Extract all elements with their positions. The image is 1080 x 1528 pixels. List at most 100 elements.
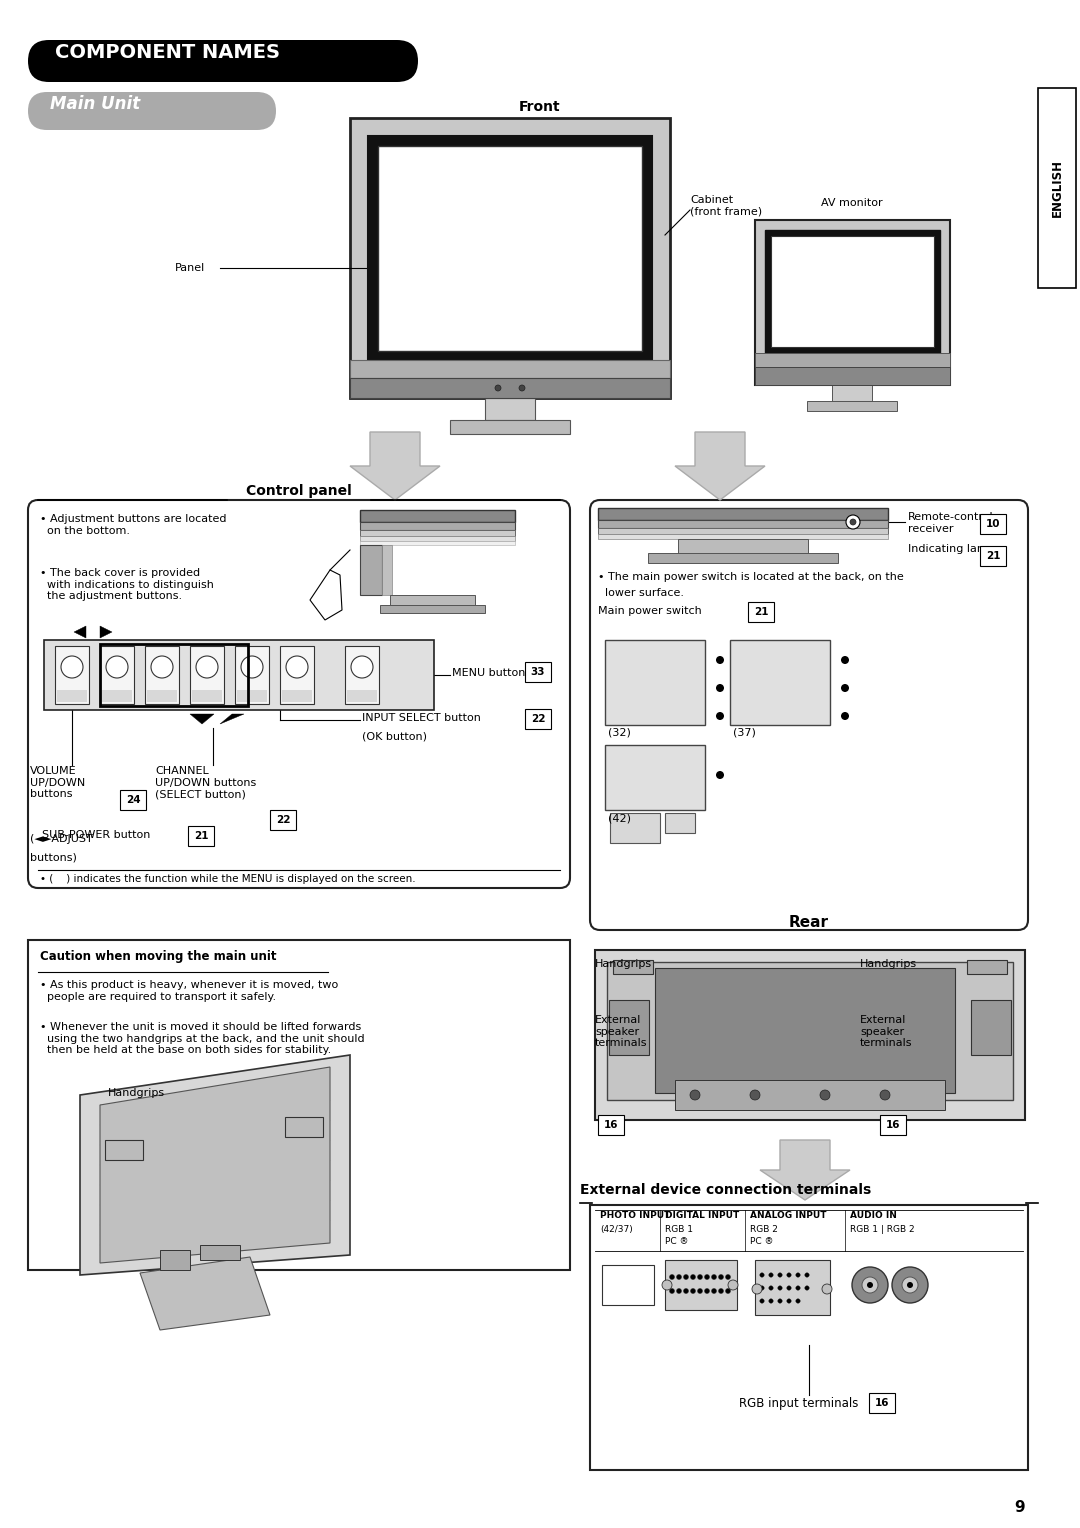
Text: 24: 24 xyxy=(125,795,140,805)
Circle shape xyxy=(712,1274,716,1279)
Circle shape xyxy=(684,1274,689,1279)
Bar xyxy=(755,367,950,385)
Bar xyxy=(280,646,314,704)
Bar xyxy=(285,1117,323,1137)
Text: PC ®: PC ® xyxy=(665,1238,689,1245)
Bar xyxy=(485,397,535,420)
Bar xyxy=(55,646,89,704)
Bar xyxy=(748,602,774,622)
Circle shape xyxy=(698,1274,702,1279)
Text: Indicating lamp: Indicating lamp xyxy=(908,544,995,555)
Bar xyxy=(390,594,475,605)
Bar xyxy=(360,530,515,536)
Text: (◄►ADJUST: (◄►ADJUST xyxy=(30,834,93,843)
Circle shape xyxy=(106,656,129,678)
Bar xyxy=(665,1261,737,1309)
FancyBboxPatch shape xyxy=(28,40,418,83)
Circle shape xyxy=(690,1089,700,1100)
Bar xyxy=(100,646,134,704)
Polygon shape xyxy=(190,714,214,724)
Text: SUB-POWER button: SUB-POWER button xyxy=(42,830,150,840)
Polygon shape xyxy=(350,432,440,500)
Bar xyxy=(360,523,515,530)
Text: RGB input terminals: RGB input terminals xyxy=(739,1397,859,1410)
Circle shape xyxy=(805,1273,809,1277)
Bar xyxy=(282,691,312,701)
Text: PHOTO INPUT: PHOTO INPUT xyxy=(600,1212,671,1219)
Bar xyxy=(237,691,267,701)
Bar xyxy=(350,118,670,397)
Bar xyxy=(350,361,670,377)
Circle shape xyxy=(787,1285,792,1290)
Text: 16: 16 xyxy=(875,1398,889,1407)
FancyBboxPatch shape xyxy=(28,500,570,888)
Bar xyxy=(610,813,660,843)
Polygon shape xyxy=(220,714,244,724)
Bar xyxy=(350,377,670,397)
Polygon shape xyxy=(760,1140,850,1199)
Circle shape xyxy=(676,1274,681,1279)
Bar xyxy=(105,1140,143,1160)
Bar xyxy=(380,605,485,613)
Text: 9: 9 xyxy=(1015,1500,1025,1514)
Bar xyxy=(590,1206,1028,1470)
Bar xyxy=(771,235,934,347)
Text: External
speaker
terminals: External speaker terminals xyxy=(860,1015,913,1048)
Text: 22: 22 xyxy=(530,714,545,724)
Text: (37): (37) xyxy=(733,727,756,736)
Text: lower surface.: lower surface. xyxy=(598,588,684,597)
Text: DIGITAL INPUT: DIGITAL INPUT xyxy=(665,1212,739,1219)
Bar xyxy=(360,510,515,523)
Bar xyxy=(980,513,1005,533)
Bar xyxy=(880,1115,906,1135)
Circle shape xyxy=(752,1284,762,1294)
Bar xyxy=(188,827,214,847)
Bar xyxy=(602,1265,654,1305)
Circle shape xyxy=(841,656,849,665)
Bar xyxy=(595,950,1025,1120)
Text: Handgrips: Handgrips xyxy=(860,960,917,969)
Circle shape xyxy=(60,656,83,678)
Circle shape xyxy=(728,1280,738,1290)
Bar xyxy=(347,691,377,701)
Circle shape xyxy=(495,385,501,391)
Bar xyxy=(235,646,269,704)
Bar xyxy=(360,536,515,541)
Circle shape xyxy=(892,1267,928,1303)
Circle shape xyxy=(880,1089,890,1100)
Bar xyxy=(967,960,1007,973)
Bar xyxy=(147,691,177,701)
Text: • As this product is heavy, whenever it is moved, two
  people are required to t: • As this product is heavy, whenever it … xyxy=(40,979,338,1001)
Text: Main Unit: Main Unit xyxy=(50,95,140,113)
Polygon shape xyxy=(75,626,86,639)
FancyBboxPatch shape xyxy=(590,500,1028,931)
Circle shape xyxy=(852,1267,888,1303)
Bar xyxy=(120,790,146,810)
Circle shape xyxy=(778,1285,782,1290)
Text: 33: 33 xyxy=(530,668,545,677)
Circle shape xyxy=(670,1288,675,1294)
Circle shape xyxy=(351,656,373,678)
Circle shape xyxy=(822,1284,832,1294)
Polygon shape xyxy=(310,570,342,620)
Circle shape xyxy=(769,1273,773,1277)
Circle shape xyxy=(716,772,724,779)
Text: • Whenever the unit is moved it should be lifted forwards
  using the two handgr: • Whenever the unit is moved it should b… xyxy=(40,1022,365,1056)
Text: AUDIO IN: AUDIO IN xyxy=(850,1212,896,1219)
Bar xyxy=(102,691,132,701)
Bar xyxy=(360,541,515,545)
Bar xyxy=(44,640,434,711)
Polygon shape xyxy=(675,432,765,500)
Circle shape xyxy=(778,1299,782,1303)
Bar xyxy=(607,963,1013,1100)
Circle shape xyxy=(716,685,724,692)
Bar xyxy=(57,691,87,701)
Circle shape xyxy=(241,656,264,678)
Bar xyxy=(605,640,705,724)
Circle shape xyxy=(841,685,849,692)
Bar xyxy=(1038,89,1076,287)
Bar xyxy=(665,813,696,833)
Text: buttons): buttons) xyxy=(30,853,77,862)
Circle shape xyxy=(902,1277,918,1293)
Circle shape xyxy=(778,1273,782,1277)
